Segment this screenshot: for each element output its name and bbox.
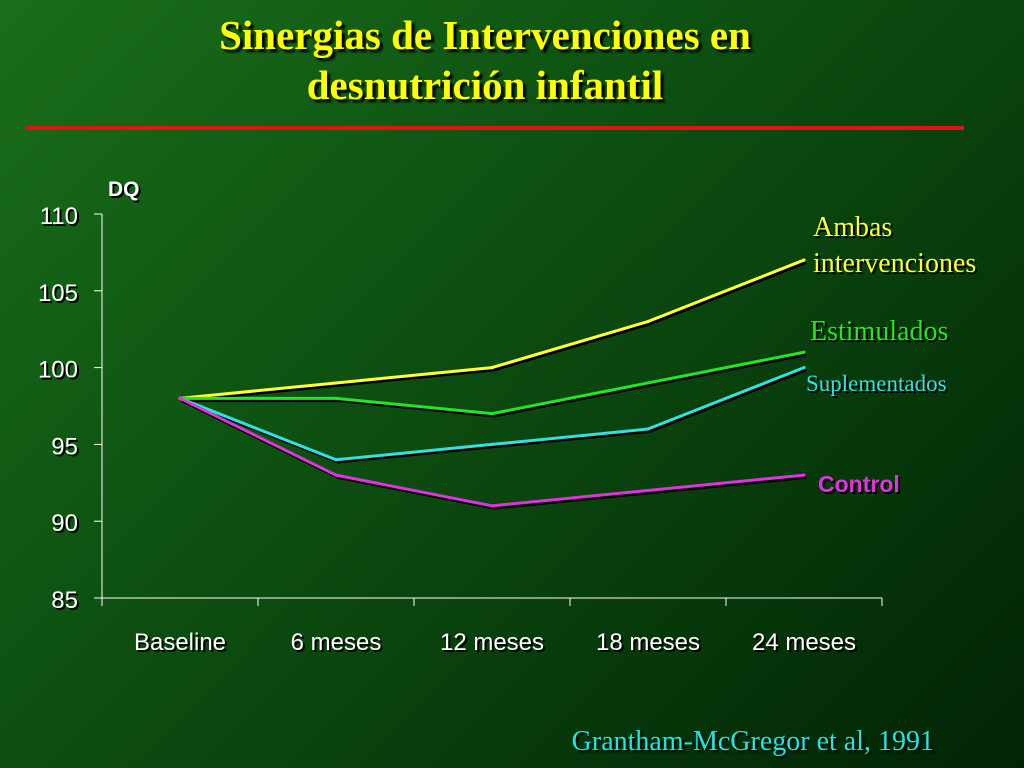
series-line-shadow [182, 352, 807, 418]
series-label-shadow: Ambas [815, 214, 894, 245]
series-label-shadow: Suplementados [808, 373, 949, 398]
series-label-shadow: Estimulados [812, 318, 950, 349]
series-point [334, 458, 338, 462]
x-tick-label: Baseline [134, 629, 226, 656]
x-tick-label-shadow: Baseline [136, 631, 228, 658]
y-tick-label: 110 [40, 203, 78, 230]
x-tick-label: 24 meses [752, 629, 856, 656]
series-label-0: intervenciones [813, 248, 976, 279]
series-point [802, 473, 806, 477]
x-tick-label-shadow: 18 meses [598, 631, 702, 658]
y-tick-label-shadow: 110 [42, 205, 80, 232]
title-line-1: Sinergias de Intervenciones en [219, 12, 751, 58]
series-point [646, 488, 650, 493]
y-tick-label-shadow: 105 [40, 282, 80, 309]
series-label-3: Control [818, 471, 900, 497]
series-point [802, 350, 806, 354]
series-point [802, 258, 806, 262]
x-tick-label-shadow: 12 meses [442, 631, 546, 658]
series-point [490, 442, 494, 446]
y-axis-title: DQ [108, 178, 140, 201]
x-tick-label: 12 meses [440, 629, 544, 656]
y-tick-label-shadow: 95 [53, 435, 80, 462]
title-line-2: desnutrición infantil [306, 62, 664, 108]
series-point [646, 381, 650, 385]
series-point [334, 473, 338, 477]
y-tick-label: 85 [51, 587, 78, 614]
y-tick-label: 100 [38, 357, 78, 384]
x-tick-label-shadow: 24 meses [754, 631, 858, 658]
y-tick-label-shadow: 85 [53, 589, 80, 616]
x-tick-label-shadow: 6 meses [293, 631, 384, 658]
series-point [490, 412, 494, 416]
series-point [646, 427, 650, 431]
series-point [334, 381, 338, 385]
series-point [646, 319, 650, 324]
series-label-0: Ambas [813, 212, 892, 243]
series-point [178, 396, 182, 400]
series-point [490, 504, 494, 508]
y-tick-label-shadow: 90 [53, 512, 80, 539]
series-label-shadow: intervenciones [815, 250, 978, 281]
citation: Grantham-McGregor et al, 1991 [571, 726, 934, 757]
series-point [802, 366, 806, 370]
y-tick-label: 90 [51, 510, 78, 537]
y-tick-label: 105 [38, 280, 78, 307]
series-point [490, 366, 494, 370]
y-tick-label: 95 [51, 433, 78, 460]
x-tick-label: 6 meses [291, 629, 382, 656]
y-axis-title-shadow: DQ [110, 180, 142, 203]
series-point [334, 396, 338, 400]
series-line-0 [179, 258, 805, 400]
title-underline [26, 126, 964, 130]
series-label-1: Estimulados [810, 316, 948, 347]
series-label-2: Suplementados [806, 371, 947, 396]
series-line-shadow [181, 260, 807, 403]
series-label-shadow: Control [820, 473, 902, 499]
x-tick-label: 18 meses [596, 629, 700, 656]
y-tick-label-shadow: 100 [40, 359, 80, 386]
